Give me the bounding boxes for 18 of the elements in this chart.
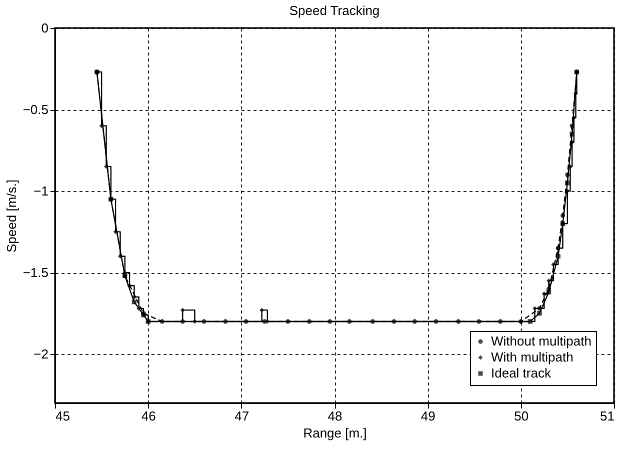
y-tick-label: 0 <box>41 20 48 36</box>
x-axis-title: Range [m.] <box>303 426 367 440</box>
x-tick-label: 51 <box>600 408 614 424</box>
x-tick-label: 47 <box>234 408 250 424</box>
legend-label: Without multipath <box>491 334 592 348</box>
x-tick-label: 48 <box>328 408 342 424</box>
y-tick-label: −1.5 <box>22 265 48 280</box>
chart-title: Speed Tracking <box>289 3 380 18</box>
x-tick-label: 46 <box>141 408 156 424</box>
x-tick-label: 49 <box>420 408 436 424</box>
y-tick-label: −0.5 <box>22 102 48 118</box>
legend-label: Ideal track <box>491 366 552 380</box>
legend-label: With multipath <box>491 350 574 364</box>
x-tick-label: 50 <box>514 408 529 424</box>
y-axis-title: Speed [m/s.] <box>4 180 19 252</box>
y-tick-label: −2 <box>34 346 48 362</box>
y-tick-label: −1 <box>34 184 48 199</box>
x-tick-label: 45 <box>56 408 70 424</box>
